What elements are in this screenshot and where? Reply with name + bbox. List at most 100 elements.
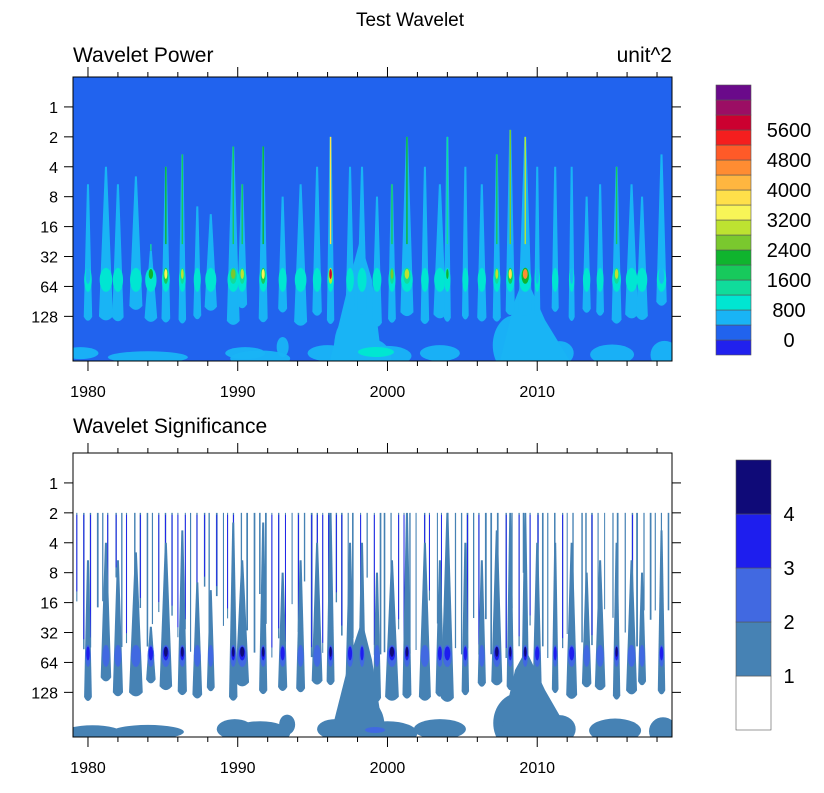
significance-spike <box>385 560 399 701</box>
power-core <box>570 267 574 284</box>
power-colorbar-label: 3200 <box>767 210 812 232</box>
power-colorbar-label: 2400 <box>767 240 812 262</box>
significance-core <box>444 646 451 661</box>
power-colorbar-swatch <box>715 144 752 161</box>
power-low-frequency-region <box>500 275 570 361</box>
significance-spike <box>372 572 382 702</box>
power-plot-frame <box>72 76 673 362</box>
power-core <box>359 267 365 284</box>
power-peak <box>329 269 332 280</box>
power-x-tick-label: 2000 <box>370 384 406 401</box>
significance-y-tick-label: 4 <box>49 536 58 553</box>
power-core <box>596 267 604 292</box>
power-core <box>625 267 638 292</box>
power-spike <box>193 206 202 320</box>
significance-colorbar: 1 2 3 4 <box>735 459 795 731</box>
significance-core <box>131 644 141 667</box>
power-peak <box>446 269 449 280</box>
significance-core <box>114 644 122 667</box>
significance-core <box>360 646 364 661</box>
significance-low-frequency-region <box>649 717 672 737</box>
significance-low-frequency-region <box>230 721 291 737</box>
significance-spike <box>206 590 215 692</box>
significance-core <box>102 644 110 667</box>
power-colorbar-swatch <box>715 324 752 341</box>
power-core <box>85 267 91 284</box>
significance-x-tick-label: 1980 <box>70 760 106 777</box>
power-core <box>99 267 113 292</box>
significance-y-tick-label: 64 <box>40 655 58 672</box>
power-spike <box>294 184 308 326</box>
significance-spike <box>192 582 203 699</box>
significance-panel-title: Wavelet Significance <box>73 415 267 438</box>
power-core <box>278 267 287 292</box>
power-colorbar-swatch <box>715 99 752 116</box>
power-low-frequency-region <box>330 240 382 361</box>
power-colorbar-swatch <box>715 309 752 326</box>
power-colorbar-label: 4800 <box>767 150 812 172</box>
significance-core <box>280 646 285 661</box>
power-peak <box>390 269 394 280</box>
significance-core <box>569 646 575 661</box>
significance-core <box>365 727 385 733</box>
power-colorbar-swatch <box>715 249 752 266</box>
power-y-tick-label: 1 <box>49 100 58 117</box>
power-peak <box>614 269 619 280</box>
significance-colorbar-swatch <box>735 513 772 569</box>
power-panel-title: Wavelet Power <box>73 44 213 67</box>
power-y-tick-label: 64 <box>40 279 58 296</box>
significance-core <box>208 644 214 667</box>
power-core <box>636 267 648 292</box>
power-core <box>312 267 322 292</box>
significance-y-tick-label: 8 <box>49 566 58 583</box>
significance-y-tick-label: 32 <box>40 626 58 643</box>
significance-core <box>535 646 540 661</box>
significance-spike <box>358 542 366 683</box>
significance-low-frequency-region <box>111 724 184 737</box>
power-colorbar-swatch <box>715 234 752 251</box>
power-y-tick-label: 4 <box>49 160 58 177</box>
power-low-frequency-region <box>590 344 635 361</box>
significance-peak <box>495 646 499 657</box>
power-colorbar-label: 5600 <box>767 120 812 142</box>
significance-colorbar-swatch <box>735 459 772 515</box>
significance-spike <box>491 530 503 686</box>
significance-peak <box>163 646 168 657</box>
significance-core <box>313 644 321 667</box>
significance-core <box>659 646 664 661</box>
significance-spike <box>100 542 112 682</box>
power-y-tick-label: 2 <box>49 130 58 147</box>
significance-axes: 1 2 4 8 16 32 64 128 1980 1990 2000 2010 <box>31 443 681 777</box>
power-colorbar-swatch <box>715 219 752 236</box>
power-core <box>582 267 591 292</box>
power-core <box>193 267 201 292</box>
power-axes: 1 2 4 8 16 32 64 128 1980 1990 2000 2010 <box>31 67 681 401</box>
significance-spike <box>506 512 514 691</box>
significance-core <box>420 644 430 667</box>
power-colorbar-swatch <box>715 279 752 296</box>
significance-colorbar-swatch <box>735 621 772 677</box>
power-low-frequency-region <box>107 351 188 361</box>
power-core <box>658 267 665 284</box>
significance-low-frequency-region <box>330 620 384 737</box>
power-core <box>130 267 142 292</box>
power-core <box>372 267 382 292</box>
power-core <box>535 267 539 284</box>
significance-core <box>348 646 353 661</box>
significance-core <box>478 644 485 667</box>
significance-plot-frame <box>72 452 673 738</box>
significance-peak <box>389 646 395 657</box>
power-spike <box>656 154 667 306</box>
power-peak <box>180 269 184 280</box>
significance-contours <box>73 512 672 737</box>
significance-y-tick-label: 128 <box>31 685 58 702</box>
power-peak <box>261 269 265 280</box>
power-x-tick-label: 2010 <box>519 384 555 401</box>
power-colorbar-swatch <box>715 174 752 191</box>
significance-low-frequency-region <box>279 714 296 735</box>
significance-colorbar-swatch <box>735 567 772 623</box>
significance-low-frequency-region <box>73 725 123 737</box>
power-peak <box>231 269 236 280</box>
significance-core <box>596 644 604 667</box>
power-low-frequency-region <box>73 347 99 360</box>
